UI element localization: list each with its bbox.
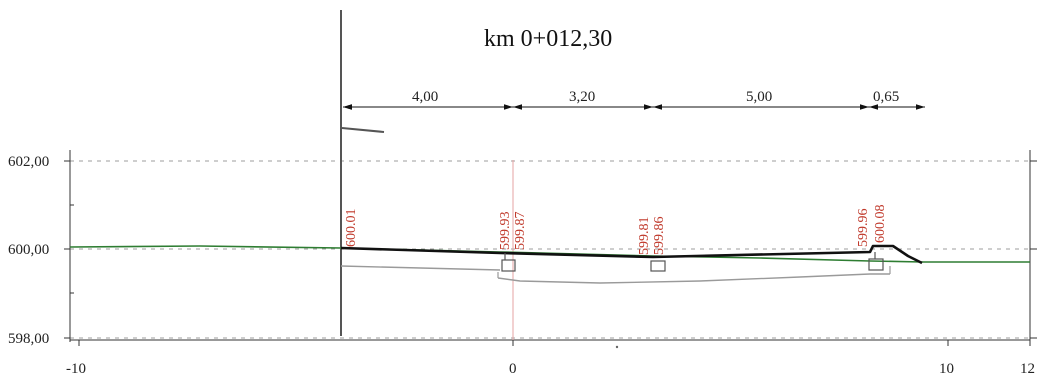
boundary-flag — [341, 127, 385, 133]
elevation-label-600: 600,00 — [8, 242, 49, 258]
kerb-symbol-2 — [650, 260, 666, 272]
section-title: km 0+012,30 — [484, 26, 612, 52]
dimension-label-2: 3,20 — [569, 89, 595, 105]
subgrade-line-left — [340, 265, 501, 271]
scan-speck — [615, 345, 619, 349]
point-label-600-01: 600.01 — [344, 209, 359, 248]
point-label-599-93: 599.93 — [498, 212, 513, 251]
x-tick-label-12: 12 — [1020, 361, 1035, 377]
elevation-label-602: 602,00 — [8, 154, 49, 170]
dimension-label-3: 5,00 — [746, 89, 772, 105]
point-label-599-81: 599.81 — [637, 217, 652, 256]
x-tick-label-minus10: -10 — [66, 361, 86, 377]
subgrade-line — [497, 273, 890, 284]
kerb-symbol-3 — [868, 252, 884, 271]
point-label-599-86: 599.86 — [652, 217, 667, 256]
dimension-label-4: 0,65 — [873, 89, 899, 105]
point-label-599-87: 599.87 — [513, 212, 528, 251]
elevation-label-598: 598,00 — [8, 331, 49, 347]
x-tick-label-0: 0 — [509, 361, 517, 377]
point-label-599-96: 599.96 — [856, 209, 871, 248]
design-surface — [340, 244, 923, 265]
kerb-symbol-1 — [501, 253, 516, 272]
dimension-label-1: 4,00 — [412, 89, 438, 105]
x-tick-label-10: 10 — [939, 361, 954, 377]
point-label-600-08: 600.08 — [873, 205, 888, 244]
